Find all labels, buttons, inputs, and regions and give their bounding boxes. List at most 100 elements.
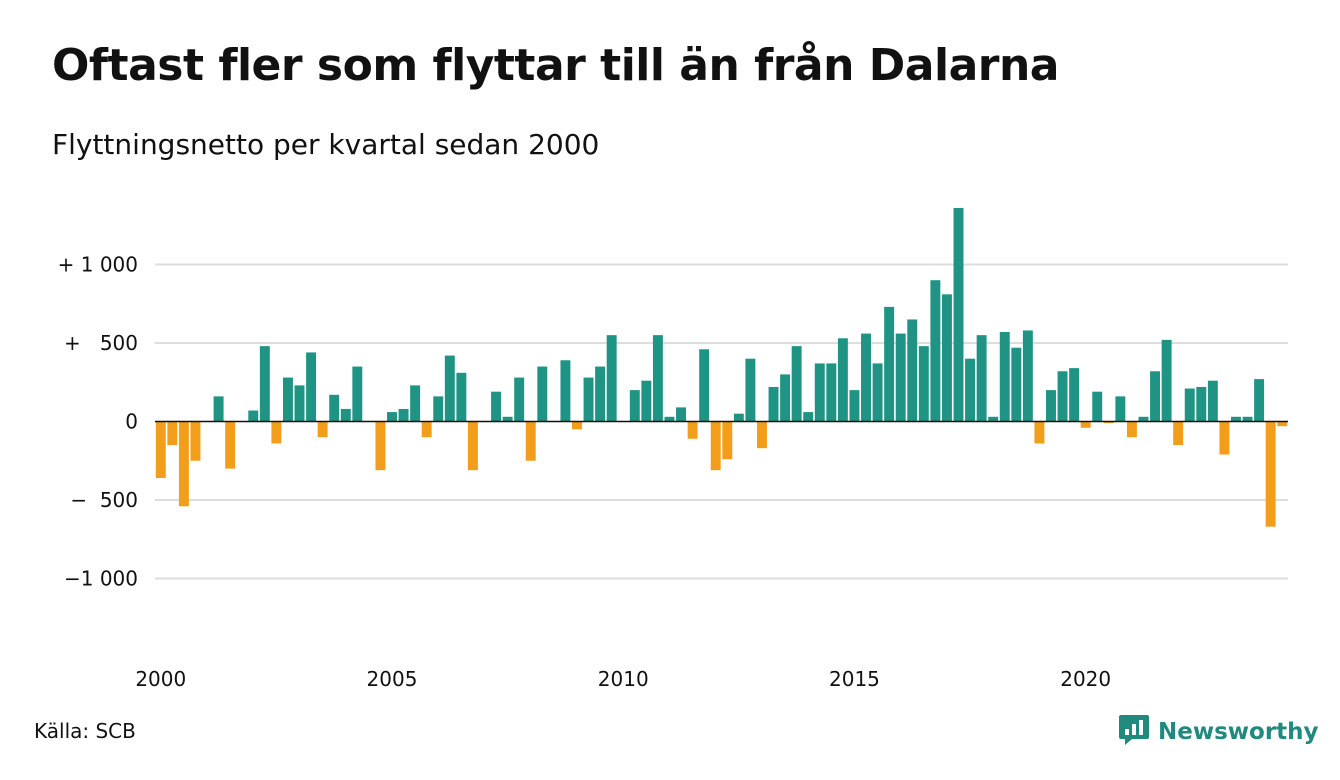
x-tick-label: 2010 xyxy=(598,667,649,691)
bar xyxy=(213,396,224,422)
bar xyxy=(294,385,305,422)
y-tick-label: − 500 xyxy=(70,488,138,512)
bar xyxy=(1277,421,1288,427)
bar xyxy=(1242,416,1253,422)
bars xyxy=(155,207,1288,527)
bar xyxy=(491,391,502,422)
bar xyxy=(1126,421,1137,438)
bar xyxy=(1231,416,1241,422)
bar xyxy=(941,294,952,422)
bar xyxy=(907,319,918,422)
bar xyxy=(155,421,166,479)
bar xyxy=(525,421,536,461)
bar xyxy=(514,377,525,422)
bar xyxy=(849,390,860,422)
bar xyxy=(745,358,756,422)
bar xyxy=(1115,396,1126,422)
bar xyxy=(248,410,259,422)
bar xyxy=(225,421,236,469)
bar xyxy=(1057,371,1068,422)
y-tick-label: 0 xyxy=(125,410,138,434)
bar xyxy=(1161,339,1172,422)
bar xyxy=(560,360,571,422)
bar xyxy=(710,421,721,471)
bar xyxy=(1150,371,1161,422)
bar xyxy=(780,374,791,422)
bar xyxy=(178,421,189,507)
bar xyxy=(467,421,478,471)
bar xyxy=(502,416,513,422)
bar xyxy=(687,421,698,439)
bar xyxy=(317,421,328,438)
bar xyxy=(1034,421,1045,444)
bar xyxy=(629,390,640,422)
bar xyxy=(282,377,293,422)
source-note: Källa: SCB xyxy=(34,719,136,743)
bar xyxy=(676,407,686,422)
bar xyxy=(375,421,386,471)
y-tick-label: + 500 xyxy=(64,331,138,355)
bar xyxy=(352,366,363,422)
bar xyxy=(410,385,421,422)
x-tick-label: 2020 xyxy=(1060,667,1111,691)
bar xyxy=(1184,388,1195,422)
bar xyxy=(398,408,409,422)
axes: + 1 000 + 500 0 − 500 −1 000 2000 2005 2010 2015… xyxy=(58,253,1288,691)
brand-name: Newsworthy xyxy=(1158,719,1319,745)
x-tick-label: 2005 xyxy=(367,667,418,691)
chart-title: Oftast fler som flyttar till än från Dal… xyxy=(52,40,1059,91)
bar xyxy=(664,416,675,422)
bar-chart: + 1 000 + 500 0 − 500 −1 000 2000 2005 2010 2015… xyxy=(58,207,1288,691)
bar xyxy=(1103,421,1114,424)
newsworthy-logo-icon xyxy=(1118,713,1150,751)
bar xyxy=(271,421,282,444)
bar xyxy=(652,335,663,422)
bar xyxy=(826,363,837,422)
bar xyxy=(641,380,652,422)
bar xyxy=(872,363,883,422)
y-tick-label: −1 000 xyxy=(64,567,138,591)
bar xyxy=(953,207,964,422)
bar xyxy=(1069,368,1080,422)
bar xyxy=(444,355,455,422)
bar xyxy=(421,421,432,438)
bar xyxy=(756,421,767,449)
bar xyxy=(537,366,548,422)
bar xyxy=(884,306,895,422)
bar xyxy=(1022,330,1033,422)
bar xyxy=(306,352,317,422)
bar xyxy=(918,346,929,422)
bar xyxy=(1254,379,1265,422)
bar xyxy=(259,346,270,422)
bar xyxy=(1046,390,1056,422)
bar xyxy=(722,421,733,460)
bar xyxy=(1011,347,1022,422)
bar xyxy=(1080,421,1091,428)
bar xyxy=(1196,386,1207,422)
bar xyxy=(1173,421,1184,446)
bar xyxy=(814,363,825,422)
bar xyxy=(999,332,1010,422)
bar xyxy=(1265,421,1276,527)
bar xyxy=(837,338,848,422)
chart-subtitle: Flyttningsnetto per kvartal sedan 2000 xyxy=(52,128,600,161)
bar xyxy=(340,408,351,422)
bar xyxy=(583,377,594,422)
bar xyxy=(167,421,178,446)
bar xyxy=(190,421,201,461)
gridlines xyxy=(155,263,1288,580)
bar xyxy=(1207,380,1218,422)
bar xyxy=(1219,421,1230,455)
bar xyxy=(1092,391,1103,422)
bar xyxy=(861,333,871,422)
bar xyxy=(803,412,814,422)
bar xyxy=(895,333,906,422)
bar xyxy=(595,366,606,422)
bar xyxy=(965,358,976,422)
bar xyxy=(976,335,987,422)
bar xyxy=(1138,416,1149,422)
x-tick-label: 2015 xyxy=(829,667,880,691)
bar xyxy=(456,372,467,422)
brand-logo: Newsworthy xyxy=(1118,713,1319,751)
bar xyxy=(699,349,710,422)
